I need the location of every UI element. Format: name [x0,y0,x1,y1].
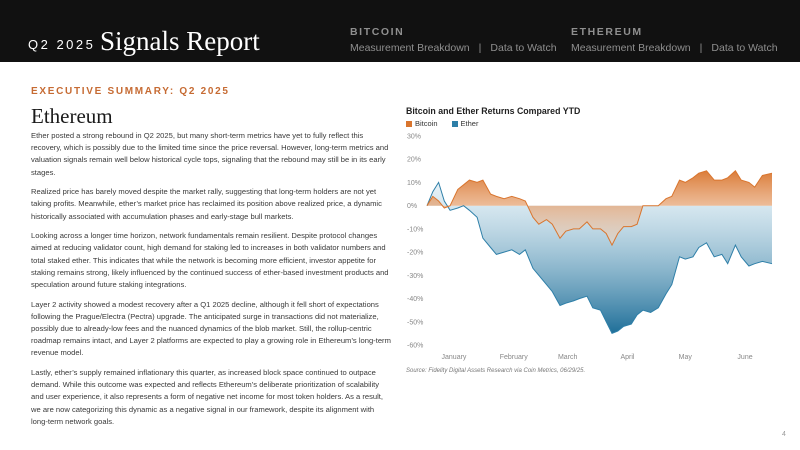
x-tick-label: January [442,354,467,361]
nav-group-bitcoin: BITCOIN Measurement Breakdown | Data to Wa… [350,26,557,54]
ether-area [427,182,772,334]
paragraph: Looking across a longer time horizon, ne… [31,231,389,290]
nav-heading-ethereum[interactable]: ETHEREUM [571,26,643,38]
paragraph: Ether posted a strong rebound in Q2 2025… [31,131,389,177]
summary-body: Ether posted a strong rebound in Q2 2025… [31,130,391,435]
ether-line [426,181,773,335]
x-tick-label: February [500,354,529,361]
y-tick-label: -20% [407,250,423,257]
legend-item-ether: Ether [451,119,479,128]
chart-title: Bitcoin and Ether Returns Compared YTD [406,106,581,116]
header-bar: Q2 2025 Signals Report BITCOIN Measureme… [0,0,800,62]
y-tick-label: 30% [407,134,421,141]
page-number: 4 [782,431,786,438]
report-title: Signals Report [100,26,260,56]
paragraph: Realized price has barely moved despite … [31,187,382,221]
nav-separator: | [699,42,703,54]
bitcoin-area [427,170,772,246]
legend-swatch-bitcoin [406,120,412,127]
nav-link-bitcoin-measurement[interactable]: Measurement Breakdown [350,42,470,54]
y-tick-label: 20% [407,157,421,164]
y-tick-label: 0% [407,203,417,210]
paragraph: Lastly, ether’s supply remained inflatio… [31,368,384,426]
legend-label-bitcoin: Bitcoin [415,119,438,128]
nav-link-ethereum-measurement[interactable]: Measurement Breakdown [571,42,691,54]
x-tick-label: May [679,354,693,361]
x-tick-label: April [620,354,634,361]
y-tick-label: -30% [407,273,423,280]
y-tick-label: 10% [407,180,421,187]
chart-source: Source: Fidelity Digital Assets Research… [406,368,586,374]
y-tick-label: -50% [407,319,423,326]
returns-chart: 30% 20% 10% 0% -10% -20% -30% -40% -50% -60% Janua… [407,134,773,361]
nav-link-bitcoin-data[interactable]: Data to Watch [490,42,557,54]
legend-item-bitcoin: Bitcoin [406,119,438,128]
nav-separator: | [478,42,482,54]
y-tick-label: -60% [407,343,423,350]
nav-heading-bitcoin[interactable]: BITCOIN [350,26,405,38]
x-tick-label: March [558,354,578,361]
y-tick-label: -40% [407,296,423,303]
nav-link-ethereum-data[interactable]: Data to Watch [711,42,778,54]
bitcoin-line [426,170,773,247]
legend-swatch-ether [451,120,458,127]
report-quarter: Q2 2025 [28,37,96,52]
chart-legend: Bitcoin Ether [406,119,478,128]
paragraph: Layer 2 activity showed a modest recover… [31,299,391,358]
section-heading: Ethereum [31,104,113,128]
x-tick-label: June [737,354,752,361]
section-kicker: EXECUTIVE SUMMARY: Q2 2025 [31,86,230,97]
legend-label-ether: Ether [460,119,479,128]
y-tick-label: -10% [407,226,423,233]
nav-group-ethereum: ETHEREUM Measurement Breakdown | Data to W… [571,26,778,54]
